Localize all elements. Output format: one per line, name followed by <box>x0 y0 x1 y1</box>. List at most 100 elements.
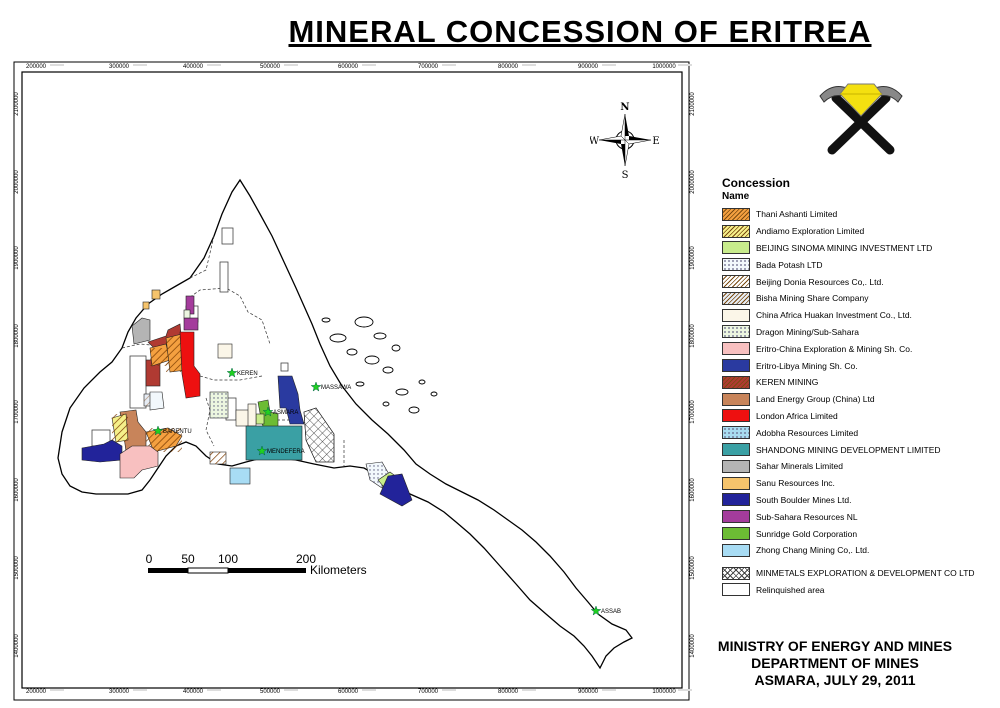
legend-swatch <box>722 527 750 541</box>
scale-tick-100: 100 <box>218 552 238 566</box>
x-tick-label: 900000 <box>578 689 599 695</box>
legend-swatch <box>722 493 750 507</box>
compass-w: W <box>590 136 600 147</box>
dragon-overlay <box>210 392 228 418</box>
dahlak-islands <box>321 316 438 414</box>
legend-item: China Africa Huakan Investment Co., Ltd. <box>722 307 997 324</box>
concession-polygons <box>81 289 413 507</box>
legend-swatch <box>722 459 750 473</box>
x-tick-label: 600000 <box>338 689 359 695</box>
x-tick-label: 800000 <box>498 64 519 70</box>
legend-label: Sanu Resources Inc. <box>756 478 835 489</box>
x-tick-label: 200000 <box>26 64 47 70</box>
legend-item: Bada Potash LTD <box>722 256 997 273</box>
city-label-asmara: ASMARA <box>273 410 298 416</box>
x-tick-label: 300000 <box>109 64 130 70</box>
legend-label: Relinquished area <box>756 584 825 595</box>
concession-map[interactable]: 2000002000003000003000004000004000005000… <box>0 0 700 708</box>
x-tick-bar <box>442 689 456 691</box>
x-tick-label: 700000 <box>418 689 439 695</box>
legend-label: Land Energy Group (China) Ltd <box>756 394 875 405</box>
legend-item: Sunridge Gold Corporation <box>722 525 997 542</box>
footer-department: DEPARTMENT OF MINES <box>751 655 919 671</box>
x-tick-bar <box>522 64 536 66</box>
x-tick-bar <box>207 689 221 691</box>
shandong-area <box>245 425 303 461</box>
legend-item: Beijing Donia Resources Co,. Ltd. <box>722 273 997 290</box>
bisha-overlay <box>144 394 152 406</box>
legend-item: Sanu Resources Inc. <box>722 475 997 492</box>
compass-e: E <box>652 136 659 147</box>
scale-tick-50: 50 <box>181 552 195 566</box>
south-boulder-area-east <box>379 473 413 507</box>
beijing-sinoma-area <box>255 413 265 425</box>
scale-tick-0: 0 <box>146 552 153 566</box>
map-title: MINERAL CONCESSION OF ERITREA <box>0 14 1000 50</box>
bada-area <box>149 391 165 411</box>
legend-label: Adobha Resources Limited <box>756 427 859 438</box>
x-tick-label: 200000 <box>26 689 47 695</box>
sub-sahara-area-2 <box>183 317 199 331</box>
legend-label: Zhong Chang Mining Co,. Ltd. <box>756 545 870 556</box>
legend: Concession Name Thani Ashanti Limited And… <box>722 176 997 598</box>
x-tick-bar <box>602 689 616 691</box>
x-tick-bar <box>602 64 616 66</box>
legend-item: Sahar Minerals Limited <box>722 458 997 475</box>
sahar-minerals-area <box>131 317 151 345</box>
legend-label: MINMETALS EXPLORATION & DEVELOPMENT CO L… <box>756 568 975 579</box>
london-africa-area <box>179 331 201 399</box>
thani-overlay-1 <box>150 348 170 366</box>
city-star-icon <box>226 367 238 378</box>
x-tick-bar <box>284 689 298 691</box>
x-tick-bar <box>362 689 376 691</box>
y-tick-label: 1600000 <box>14 478 20 502</box>
x-tick-label: 1000000 <box>652 64 676 70</box>
legend-label: Thani Ashanti Limited <box>756 209 838 220</box>
x-tick-label: 1000000 <box>652 689 676 695</box>
eritro-libya-area <box>277 375 305 425</box>
legend-item: Bisha Mining Share Company <box>722 290 997 307</box>
legend-swatch <box>722 583 750 597</box>
legend-label: Sahar Minerals Limited <box>756 461 843 472</box>
legend-label: Andiamo Exploration Limited <box>756 226 865 237</box>
legend-swatch <box>722 342 750 356</box>
dragon-mining-area <box>183 309 191 319</box>
legend-swatch <box>722 207 750 221</box>
x-tick-label: 300000 <box>109 689 130 695</box>
legend-label: Eritro-China Exploration & Mining Sh. Co… <box>756 343 913 354</box>
legend-item: Eritro-China Exploration & Mining Sh. Co… <box>722 340 997 357</box>
city-label-massawa: MASSAWA <box>321 385 351 391</box>
x-tick-bar <box>133 64 147 66</box>
city-label-mendefera: MENDEFERA <box>267 449 305 455</box>
map-title-text: MINERAL CONCESSION OF ERITREA <box>288 14 872 49</box>
legend-label: Bada Potash LTD <box>756 259 823 270</box>
x-tick-label: 900000 <box>578 64 599 70</box>
legend-item: SHANDONG MINING DEVELOPMENT LIMITED <box>722 441 997 458</box>
y-tick-label: 2000000 <box>690 170 696 194</box>
legend-swatch <box>722 392 750 406</box>
legend-label: SHANDONG MINING DEVELOPMENT LIMITED <box>756 444 941 455</box>
legend-item: MINMETALS EXPLORATION & DEVELOPMENT CO L… <box>722 565 997 582</box>
x-tick-bar <box>50 64 64 66</box>
y-tick-label: 1600000 <box>690 478 696 502</box>
legend-item: Zhong Chang Mining Co,. Ltd. <box>722 542 997 559</box>
map-frame <box>13 61 690 701</box>
legend-item: Thani Ashanti Limited <box>722 206 997 223</box>
y-tick-label: 2000000 <box>14 170 20 194</box>
legend-swatch <box>722 426 750 440</box>
north-arrow-compass: N S W E <box>590 102 660 180</box>
x-tick-bar <box>284 64 298 66</box>
x-tick-bar <box>207 64 221 66</box>
y-tick-label: 1700000 <box>14 400 20 424</box>
legend-item: South Boulder Mines Ltd. <box>722 492 997 509</box>
y-tick-label: 1500000 <box>690 556 696 580</box>
legend-swatch <box>722 291 750 305</box>
mining-logo-icon <box>819 83 903 155</box>
legend-swatch <box>722 325 750 339</box>
legend-label: Sunridge Gold Corporation <box>756 528 858 539</box>
legend-extra: MINMETALS EXPLORATION & DEVELOPMENT CO L… <box>722 565 997 599</box>
x-tick-bar <box>442 64 456 66</box>
footer-date: ASMARA, JULY 29, 2011 <box>754 672 916 688</box>
legend-label: Sub-Sahara Resources NL <box>756 511 858 522</box>
legend-item: Andiamo Exploration Limited <box>722 223 997 240</box>
